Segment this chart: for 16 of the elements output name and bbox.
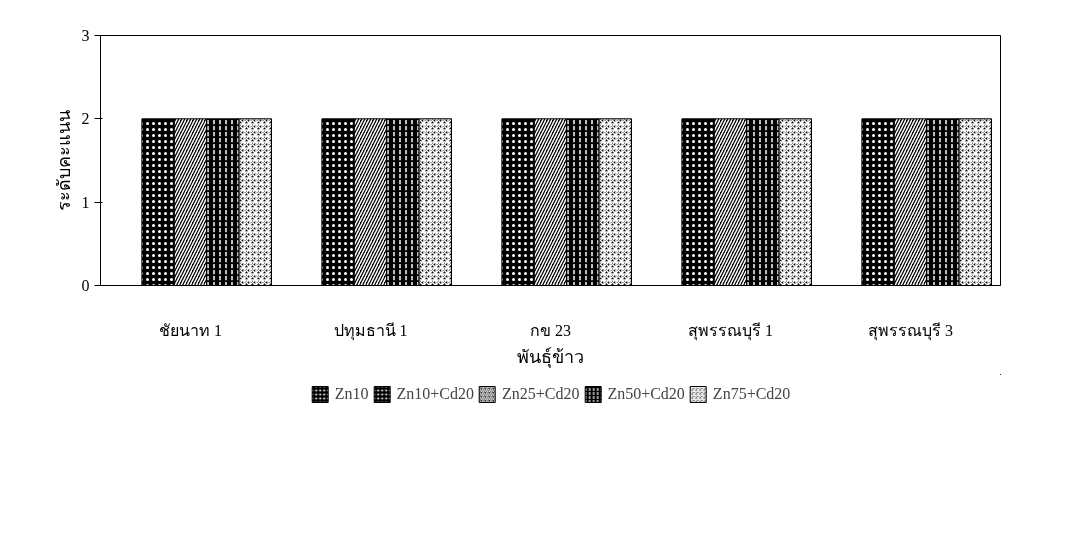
x-tick-label: ปทุมธานี 1 <box>333 321 408 341</box>
x-axis-title: พันธุ์ข้าว <box>517 346 584 368</box>
legend-label: Zn50+Cd20 <box>607 385 685 403</box>
y-tick-label: 1 <box>81 193 90 211</box>
y-tick-label: 3 <box>81 27 90 44</box>
legend-label: Zn10 <box>334 385 369 403</box>
y-tick-label: 2 <box>81 110 90 128</box>
x-tick-label: ชัยนาท 1 <box>159 321 222 339</box>
y-axis-title: ระดับคะแนน <box>53 110 74 211</box>
x-tick-label: สุพรรณบุรี 1 <box>688 321 773 341</box>
legend-label: Zn25+Cd20 <box>501 385 580 403</box>
x-tick-label: สุพรรณบุรี 3 <box>868 321 953 341</box>
legend-label: Zn75+Cd20 <box>712 385 791 403</box>
legend-label: Zn10+Cd20 <box>396 385 474 403</box>
y-tick-label: 0 <box>81 277 90 294</box>
x-tick-label: กข 23 <box>530 321 571 339</box>
